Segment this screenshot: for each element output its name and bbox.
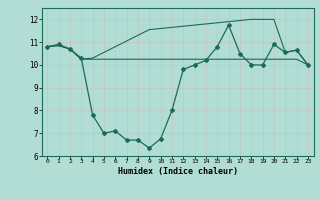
X-axis label: Humidex (Indice chaleur): Humidex (Indice chaleur) bbox=[118, 167, 237, 176]
